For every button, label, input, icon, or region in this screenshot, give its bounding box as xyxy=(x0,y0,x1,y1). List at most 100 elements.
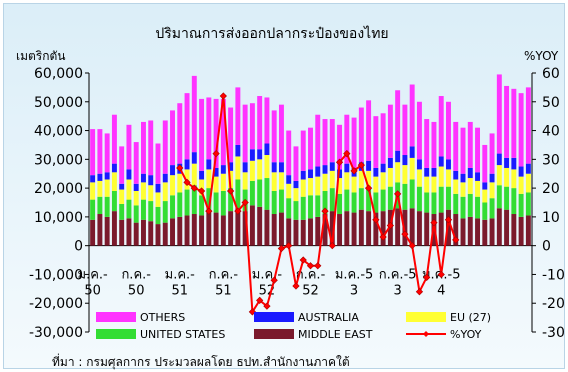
x-axis-tick-label: 4 xyxy=(437,284,445,299)
x-axis-tick-label: 51 xyxy=(215,284,232,299)
bar-segment xyxy=(213,176,219,193)
bar-segment xyxy=(373,212,379,246)
bar-segment xyxy=(191,185,197,215)
chart-title: ปริมาณการส่งออกปลากระป๋องของไทย xyxy=(155,25,388,42)
bar-segment xyxy=(235,156,241,180)
bar-segment xyxy=(264,178,270,210)
bar-segment xyxy=(155,192,161,207)
bar-segment xyxy=(438,166,444,187)
right-axis-tick-label: 60 xyxy=(542,66,560,82)
left-axis-tick-label: -30,000 xyxy=(29,325,83,341)
bar-segment xyxy=(446,101,451,160)
bar-segment xyxy=(286,183,292,199)
bar-segment xyxy=(315,195,321,217)
bar-segment xyxy=(329,211,335,246)
bar-segment xyxy=(438,156,444,167)
bar-segment xyxy=(446,169,451,187)
yoy-point xyxy=(430,219,438,227)
bar-segment xyxy=(242,211,248,246)
bar-segment xyxy=(148,120,154,176)
bar-segment xyxy=(431,121,437,168)
bar-segment xyxy=(315,166,321,177)
bar-segment xyxy=(162,201,168,223)
bar-segment xyxy=(148,185,154,202)
bar-segment xyxy=(518,193,524,217)
bar-segment xyxy=(264,143,270,156)
yoy-point xyxy=(285,242,293,250)
legend-label: UNITED STATES xyxy=(140,328,225,341)
bar-segment xyxy=(162,173,168,183)
bar-segment xyxy=(337,193,343,215)
bar-segment xyxy=(286,198,292,219)
bar-segment xyxy=(424,176,430,193)
bar-segment xyxy=(213,98,219,168)
bar-segment xyxy=(409,146,415,158)
bar-segment xyxy=(329,119,335,163)
bar-segment xyxy=(467,121,473,168)
bar-segment xyxy=(496,74,502,154)
bar-segment xyxy=(460,182,466,197)
bar-segment xyxy=(104,216,110,246)
bar-segment xyxy=(475,172,481,181)
bar-segment xyxy=(90,129,96,176)
bar-segment xyxy=(177,103,183,164)
left-axis-tick-label: 50,000 xyxy=(34,95,83,111)
bar-segment xyxy=(460,196,466,219)
yoy-point xyxy=(423,273,431,281)
bar-segment xyxy=(213,192,219,213)
bar-segment xyxy=(300,130,306,171)
plot-area: 60,000 50,000 40,000 30,000 20,000 10,000 0 -10… xyxy=(29,66,564,341)
bar-segment xyxy=(191,152,197,164)
bar-segment xyxy=(249,103,255,150)
bar-segment xyxy=(90,219,96,246)
bar-segment xyxy=(308,195,313,219)
bar-segment xyxy=(257,179,263,207)
bar-segment xyxy=(424,167,430,177)
bar-segment xyxy=(467,167,473,179)
bar-segment xyxy=(90,199,96,220)
bar-segment xyxy=(329,188,335,212)
bar-segment xyxy=(525,192,531,216)
left-axis-tick-label: 0 xyxy=(74,239,83,255)
bar-segment xyxy=(257,206,263,246)
bar-segment xyxy=(525,215,531,246)
yoy-point xyxy=(357,161,365,169)
x-axis-tick-label: ม.ค.-5 xyxy=(335,268,374,283)
bar-segment xyxy=(257,159,263,180)
yoy-point xyxy=(205,207,213,215)
bar-segment xyxy=(278,162,284,173)
bar-segment xyxy=(460,173,466,183)
bar-segment xyxy=(155,143,161,184)
bar-segment xyxy=(387,186,393,210)
bar-segment xyxy=(220,165,226,174)
x-axis-tick-label: 51 xyxy=(172,284,189,299)
bar-segment xyxy=(119,219,125,246)
bar-segment xyxy=(235,87,241,145)
bar-segment xyxy=(155,206,161,225)
yoy-point xyxy=(270,276,278,284)
bar-segment xyxy=(358,107,364,163)
yoy-point xyxy=(343,149,351,158)
bar-segment xyxy=(380,189,386,212)
bar-segment xyxy=(119,203,125,220)
bar-segment xyxy=(395,162,401,183)
bar-segment xyxy=(111,211,117,246)
bar-segment xyxy=(511,214,517,246)
bar-segment xyxy=(111,163,117,173)
bar-segment xyxy=(293,219,299,246)
bar-segment xyxy=(453,121,459,171)
bar-segment xyxy=(525,173,531,193)
bar-segment xyxy=(315,216,321,246)
bar-segment xyxy=(97,173,103,181)
bar-segment xyxy=(475,127,481,173)
bar-segment xyxy=(416,169,422,187)
bar-segment xyxy=(453,179,459,194)
bar-segment xyxy=(475,180,481,197)
legend: OTHERS AUSTRALIA EU (27) UNITED STATES MIDDL… xyxy=(96,311,491,341)
bar-segment xyxy=(308,218,313,246)
bar-segment xyxy=(453,214,459,246)
bar-segment xyxy=(206,97,212,160)
bar-segment xyxy=(126,124,132,170)
bar-segment xyxy=(184,93,190,160)
bar-segment xyxy=(170,195,175,219)
